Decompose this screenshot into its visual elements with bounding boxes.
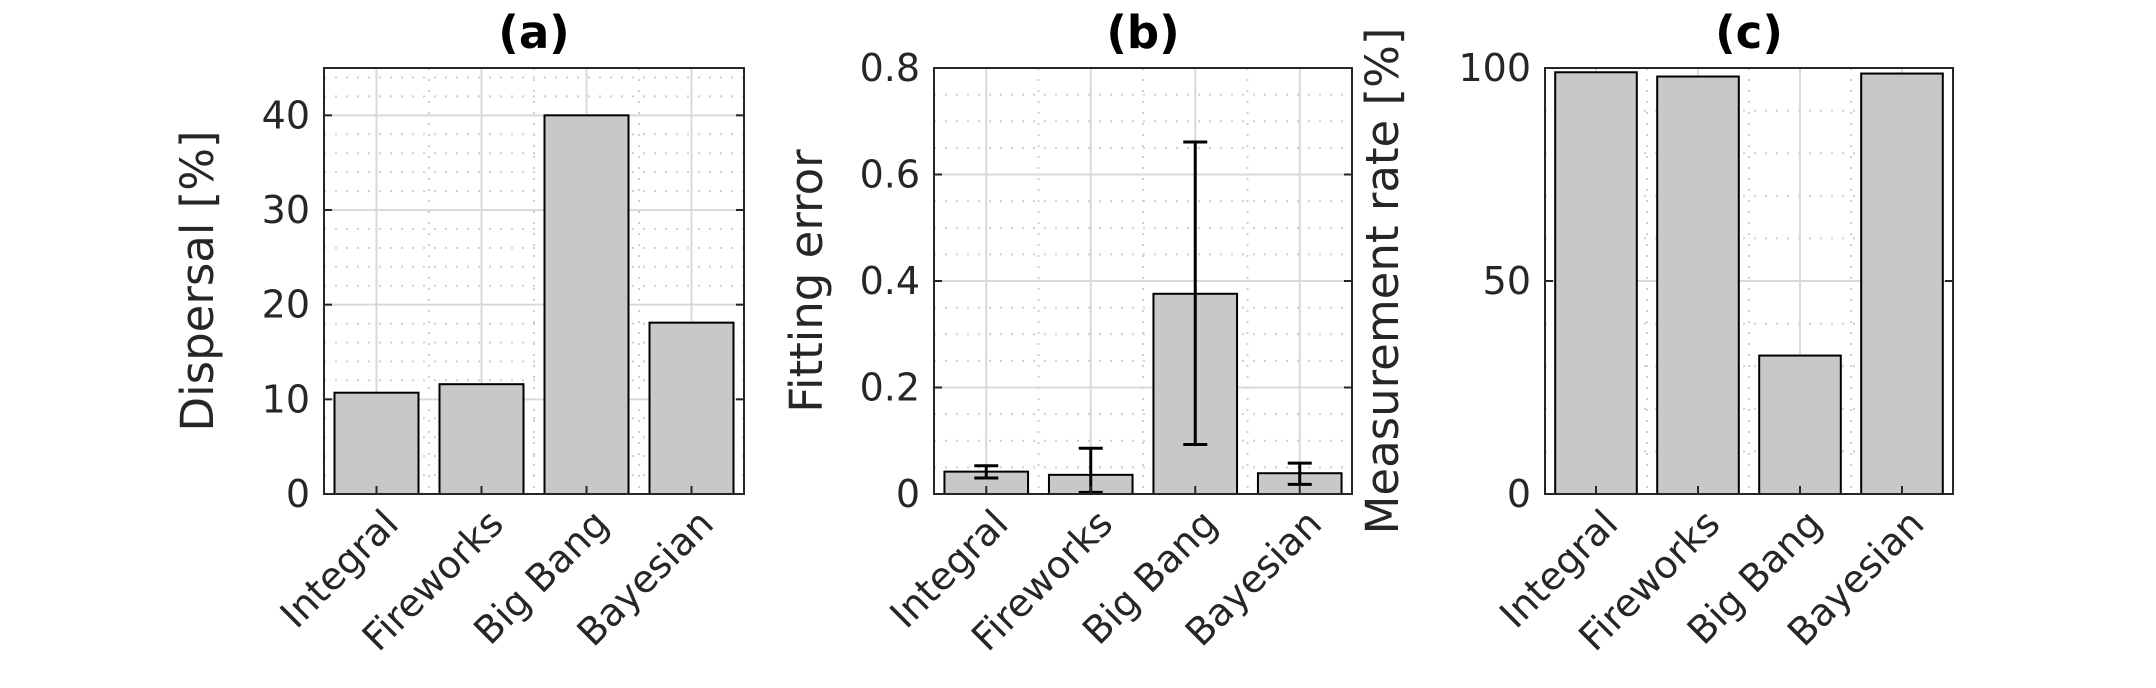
panel-a-bar-fireworks bbox=[438, 383, 525, 496]
panel-b-y-tick-label: 0.6 bbox=[860, 153, 920, 197]
panel-c-bar-bayesian bbox=[1860, 72, 1944, 496]
panel-a-y-axis-label: Dispersal [%] bbox=[171, 130, 224, 431]
panel-b-error-bar bbox=[974, 464, 999, 480]
panel-b-y-tick-label: 0.4 bbox=[860, 259, 920, 303]
panel-c-y-tick-label: 100 bbox=[1458, 46, 1531, 90]
panel-a-y-tick-label: 0 bbox=[286, 472, 310, 516]
panel-c-y-tick-label: 0 bbox=[1507, 472, 1531, 516]
panel-b-grid bbox=[934, 68, 1352, 494]
panel-c-bar-integral bbox=[1554, 71, 1638, 495]
panel-a-y-tick-label: 30 bbox=[262, 188, 310, 232]
panel-a-y-tick-label: 40 bbox=[262, 93, 310, 137]
panel-c-bars bbox=[1554, 71, 1944, 496]
panel-a-y-tick-labels: 0 10 20 30 40 bbox=[262, 93, 310, 516]
panel-a-tick-marks bbox=[324, 114, 744, 495]
panel-b-y-axis-label: Fitting error bbox=[780, 149, 833, 413]
panel-a-bars bbox=[333, 114, 735, 496]
panel-b-error-bars bbox=[974, 140, 1312, 494]
panel-c-title: (c) bbox=[1715, 6, 1783, 59]
panel-b-y-tick-label: 0.2 bbox=[860, 366, 920, 410]
panel-a-title: (a) bbox=[498, 6, 570, 59]
panel-a-y-tick-label: 10 bbox=[262, 377, 310, 421]
panel-c-tick-marks bbox=[1545, 67, 1953, 495]
panel-b-error-bar bbox=[1287, 461, 1312, 486]
panel-c-y-axis-label: Measurement rate [%] bbox=[1356, 28, 1409, 535]
panel-b-error-bar bbox=[1183, 140, 1208, 446]
panel-b-y-tick-label: 0 bbox=[896, 472, 920, 516]
panel-a-bar-bayesian bbox=[648, 321, 735, 495]
panel-a-bar-integral bbox=[333, 391, 420, 495]
panel-b-y-tick-label: 0.8 bbox=[860, 46, 920, 90]
panel-b-title: (b) bbox=[1106, 6, 1179, 59]
panel-a-y-tick-label: 20 bbox=[262, 283, 310, 327]
panel-c-y-tick-labels: 0 50 100 bbox=[1458, 46, 1531, 516]
panel-b-y-tick-labels: 0 0.2 0.4 0.6 0.8 bbox=[860, 46, 920, 516]
panel-c-bar-fireworks bbox=[1656, 75, 1740, 496]
panel-a-axes-box bbox=[323, 67, 745, 495]
panel-c-y-tick-label: 50 bbox=[1483, 259, 1531, 303]
panel-c-bar-big-bang bbox=[1758, 354, 1842, 495]
panel-b-tick-marks bbox=[934, 67, 1352, 495]
panel-a-bar-big-bang bbox=[543, 114, 630, 495]
